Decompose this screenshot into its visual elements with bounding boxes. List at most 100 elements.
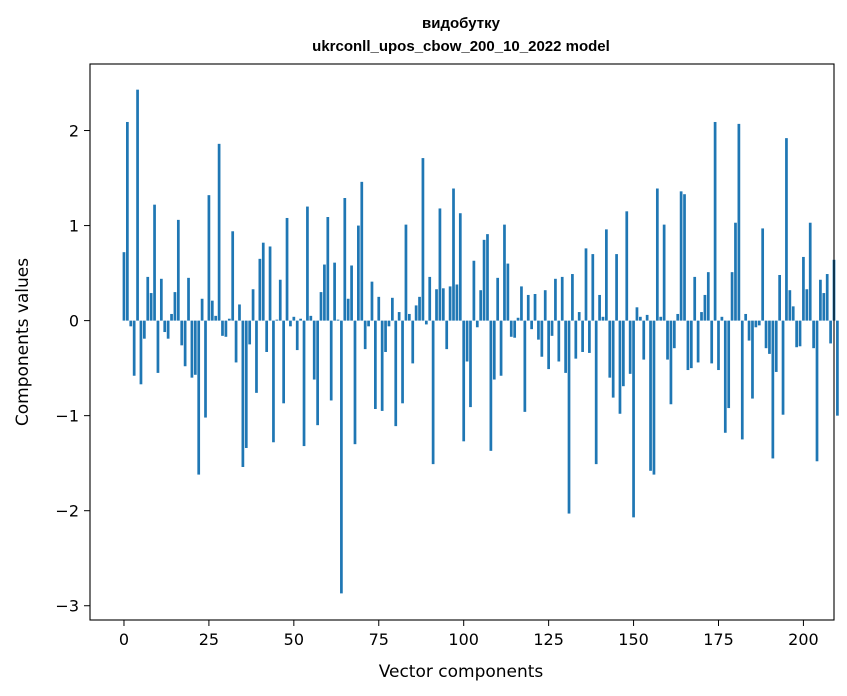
bar: [503, 224, 506, 321]
bar: [319, 292, 323, 321]
bar: [139, 320, 143, 385]
bar: [435, 289, 438, 321]
bar: [649, 320, 652, 471]
bar: [268, 246, 272, 321]
bar: [234, 320, 238, 363]
bar: [323, 264, 326, 321]
bar: [618, 320, 622, 414]
bar: [564, 320, 567, 373]
bar: [700, 312, 703, 321]
bar: [499, 320, 503, 376]
bar: [523, 320, 527, 412]
bar: [611, 320, 615, 398]
bar: [601, 316, 605, 321]
bar: [482, 239, 486, 321]
bar: [173, 292, 177, 321]
bar: [455, 284, 459, 321]
bar: [509, 320, 513, 337]
y-axis-label: Components values: [13, 258, 33, 426]
bar: [143, 320, 146, 339]
bar: [723, 320, 727, 433]
bar: [774, 320, 778, 372]
bar: [404, 224, 408, 321]
bar: [329, 320, 333, 401]
bar: [282, 320, 285, 404]
bar: [754, 320, 758, 328]
bar: [567, 320, 571, 514]
bar: [207, 195, 211, 321]
bar: [693, 276, 697, 321]
bar: [149, 293, 153, 321]
bar: [122, 252, 126, 321]
bar: [676, 313, 680, 321]
bar: [486, 234, 489, 321]
y-tick-label: −2: [55, 502, 79, 521]
bar-series: [122, 89, 839, 594]
bar: [588, 320, 591, 353]
bar: [706, 272, 710, 321]
bar: [520, 286, 523, 321]
bar: [778, 274, 781, 321]
bar: [217, 143, 221, 321]
x-tick-label: 175: [703, 630, 734, 649]
x-tick-label: 100: [448, 630, 479, 649]
bar: [516, 317, 520, 321]
bar: [183, 320, 187, 367]
bar: [798, 320, 802, 347]
bar: [479, 290, 483, 321]
bar: [357, 225, 360, 321]
bar: [472, 260, 476, 321]
bar: [258, 258, 262, 321]
bar: [448, 286, 452, 321]
bar: [401, 320, 404, 404]
y-tick-label: −1: [55, 407, 79, 426]
bar: [737, 123, 741, 321]
bar: [815, 320, 819, 462]
bar: [628, 320, 632, 374]
bar: [278, 279, 282, 321]
bar: [387, 320, 391, 327]
bar: [795, 320, 798, 348]
bar: [462, 320, 466, 442]
bar: [496, 277, 500, 321]
x-tick-label: 0: [119, 630, 129, 649]
bar: [554, 278, 557, 321]
x-axis-label: Vector components: [379, 662, 544, 682]
bar: [825, 274, 829, 321]
bar: [819, 279, 822, 321]
bar: [574, 320, 578, 359]
bar: [248, 320, 252, 345]
bar: [384, 320, 387, 352]
bar: [672, 320, 676, 349]
bar: [132, 320, 136, 376]
bar: [635, 307, 639, 321]
bar: [717, 320, 720, 371]
bar: [526, 294, 530, 321]
bar: [374, 320, 377, 410]
bar: [615, 254, 618, 321]
bar: [336, 319, 340, 321]
bar: [292, 316, 296, 321]
bar: [645, 314, 649, 321]
bar: [299, 318, 302, 321]
bar: [159, 278, 163, 321]
bar: [241, 320, 245, 467]
bar: [577, 312, 581, 321]
plot-frame: [89, 63, 835, 621]
bar: [584, 248, 588, 321]
bar: [513, 320, 517, 338]
bar: [543, 290, 547, 321]
x-tick-label: 25: [199, 630, 219, 649]
bar: [193, 320, 197, 375]
bar: [622, 320, 625, 387]
bar: [822, 293, 826, 321]
bar: [666, 320, 669, 360]
bar: [407, 313, 411, 321]
bar: [764, 320, 768, 349]
x-axis: 0 25 50 75 100 125 150 175 200: [119, 620, 819, 649]
bar: [343, 198, 347, 321]
bar: [608, 320, 612, 378]
bar: [751, 320, 754, 399]
bar: [550, 320, 554, 336]
bar: [605, 229, 608, 321]
